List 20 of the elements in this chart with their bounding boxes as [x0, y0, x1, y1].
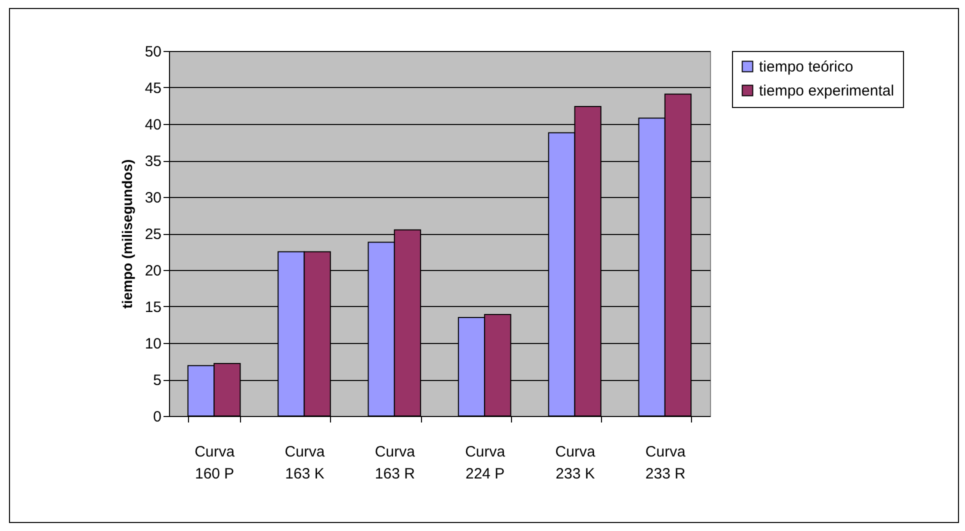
y-tick-label: 30 — [144, 190, 162, 206]
y-tick-label: 40 — [144, 116, 162, 134]
legend-label: tiempo experimental — [759, 82, 894, 100]
x-tick-label: Curva 160 P — [194, 444, 236, 482]
legend-label: tiempo teórico — [759, 58, 854, 76]
y-tick-label: 20 — [144, 262, 162, 280]
y-tick-label: 5 — [153, 372, 162, 389]
x-tick-label: Curva 233 R — [645, 444, 686, 482]
x-tick-label: Curva 224 P — [465, 444, 506, 482]
y-tick-label: 50 — [144, 44, 162, 60]
y-tick-label: 25 — [144, 226, 162, 243]
x-tick-label: Curva 163 K — [284, 444, 326, 482]
y-tick-label: 15 — [144, 299, 162, 316]
y-tick-label: 10 — [144, 336, 162, 352]
y-tick-label: 45 — [144, 80, 162, 97]
x-tick-label: Curva 163 R — [374, 444, 416, 482]
y-tick-label: 35 — [144, 153, 162, 170]
y-tick-label: 0 — [153, 408, 162, 426]
y-axis-title: tiempo (milisegundos) — [118, 159, 135, 309]
x-tick-label: Curva 233 K — [555, 444, 596, 482]
